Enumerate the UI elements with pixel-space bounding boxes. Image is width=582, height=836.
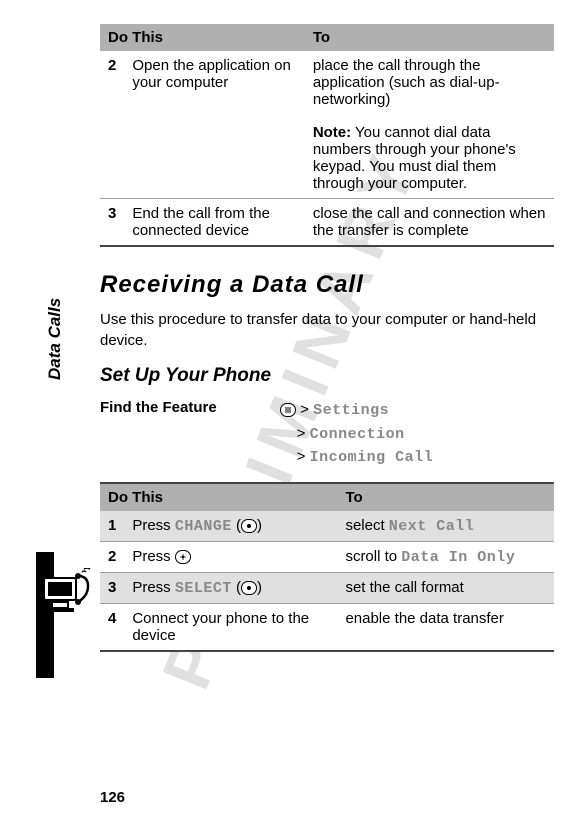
step-to: close the call and connection when the t… bbox=[305, 199, 554, 247]
table-row: 1 Press CHANGE () select Next Call bbox=[100, 511, 554, 542]
computer-phone-icon bbox=[40, 568, 94, 622]
step-to: place the call through the application (… bbox=[305, 51, 554, 114]
step-number: 3 bbox=[100, 572, 124, 603]
steps-table-2: Do This To 1 Press CHANGE () select Next… bbox=[100, 482, 554, 652]
table2-header-do: Do This bbox=[100, 483, 337, 511]
step-number: 3 bbox=[100, 199, 124, 247]
sidebar-label: Data Calls bbox=[45, 298, 65, 380]
find-feature-label: Find the Feature bbox=[100, 399, 280, 470]
dot-key-icon bbox=[241, 581, 257, 595]
step-do: Press SELECT () bbox=[124, 572, 337, 603]
page-number: 126 bbox=[100, 789, 125, 806]
step-do: End the call from the connected device bbox=[124, 199, 304, 247]
table-row: 3 End the call from the connected device… bbox=[100, 199, 554, 247]
step-note: Note: You cannot dial data numbers throu… bbox=[305, 114, 554, 199]
step-number: 1 bbox=[100, 511, 124, 542]
find-feature-row: Find the Feature > Settings > Connection… bbox=[100, 399, 554, 470]
table-row: 4 Connect your phone to the device enabl… bbox=[100, 603, 554, 651]
table-row: 2 Press scroll to Data In Only bbox=[100, 541, 554, 572]
steps-table-1: Do This To 2 Open the application on you… bbox=[100, 24, 554, 247]
table-row-note: Note: You cannot dial data numbers throu… bbox=[100, 114, 554, 199]
table1-header-to: To bbox=[305, 24, 554, 51]
step-do: Press CHANGE () bbox=[124, 511, 337, 542]
subsection-heading: Set Up Your Phone bbox=[100, 365, 554, 387]
table-row: 2 Open the application on your computer … bbox=[100, 51, 554, 114]
nav-key-icon bbox=[175, 550, 191, 564]
step-do: Press bbox=[124, 541, 337, 572]
step-to: scroll to Data In Only bbox=[337, 541, 554, 572]
find-feature-path: > Settings > Connection > Incoming Call bbox=[280, 399, 554, 470]
dot-key-icon bbox=[241, 519, 257, 533]
step-number: 2 bbox=[100, 51, 124, 114]
step-do: Open the application on your computer bbox=[124, 51, 304, 114]
menu-icon bbox=[280, 403, 296, 417]
table-row: 3 Press SELECT () set the call format bbox=[100, 572, 554, 603]
intro-paragraph: Use this procedure to transfer data to y… bbox=[100, 309, 554, 351]
section-heading: Receiving a Data Call bbox=[100, 271, 554, 299]
table2-header-to: To bbox=[337, 483, 554, 511]
step-number: 4 bbox=[100, 603, 124, 651]
step-to: enable the data transfer bbox=[337, 603, 554, 651]
table1-header-do: Do This bbox=[100, 24, 305, 51]
step-to: select Next Call bbox=[337, 511, 554, 542]
step-do: Connect your phone to the device bbox=[124, 603, 337, 651]
step-to: set the call format bbox=[337, 572, 554, 603]
step-number: 2 bbox=[100, 541, 124, 572]
